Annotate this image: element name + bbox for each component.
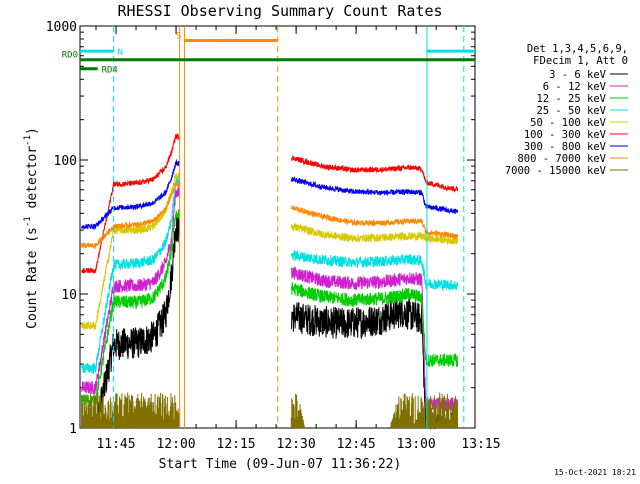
series-line xyxy=(81,392,458,428)
y-tick-label: 1 xyxy=(69,422,77,437)
legend-entry-label: 800 - 7000 keV xyxy=(517,153,606,165)
flag-label: RD0 xyxy=(62,51,78,61)
axis-ticks: 1 10 100 1000 11:45 12:00 12:15 12:30 12:45 13:00… xyxy=(46,20,501,452)
y-axis-label-part: detector xyxy=(25,146,40,217)
x-tick-label: 12:30 xyxy=(277,437,316,452)
y-axis-label-part: -1 xyxy=(23,135,33,146)
flag-label: N xyxy=(118,48,123,58)
series-line xyxy=(81,176,459,375)
series-line xyxy=(81,181,459,250)
y-axis-label-part: -1 xyxy=(23,216,33,227)
legend-header: Det 1,3,4,5,6,9, xyxy=(527,43,628,55)
flag-label: S xyxy=(176,31,181,41)
x-tick-label: 13:00 xyxy=(397,437,436,452)
series xyxy=(81,181,459,250)
legend-entry-label: 6 - 12 keV xyxy=(543,81,607,93)
x-axis-label: Start Time (09-Jun-07 11:36:22) xyxy=(159,457,402,472)
footer-date: 15-Oct-2021 18:21 xyxy=(554,468,636,477)
legend-header: FDecim 1, Att 0 xyxy=(533,55,628,67)
y-tick-label: 100 xyxy=(54,154,77,169)
series-line xyxy=(81,132,459,275)
legend-entry-label: 50 - 100 keV xyxy=(530,117,607,129)
y-axis-label-part: Count Rate (s xyxy=(25,227,40,329)
x-tick-label: 11:45 xyxy=(96,437,135,452)
legend: Det 1,3,4,5,6,9,FDecim 1, Att 0 3 - 6 keV… xyxy=(505,43,628,177)
series xyxy=(81,172,459,330)
legend-entry-label: 7000 - 15000 keV xyxy=(505,165,607,177)
series xyxy=(81,392,458,428)
y-tick-label: 1000 xyxy=(46,20,77,35)
legend-entry-label: 100 - 300 keV xyxy=(524,129,607,141)
x-tick-label: 13:15 xyxy=(461,437,500,452)
x-tick-label: 12:00 xyxy=(156,437,195,452)
flag-label: RD4 xyxy=(102,66,118,76)
series-layer xyxy=(81,132,459,430)
series-line xyxy=(81,158,459,231)
series xyxy=(81,158,459,231)
y-axis-label: Count Rate (s-1 detector-1) xyxy=(23,127,40,329)
y-tick-label: 10 xyxy=(61,288,77,303)
legend-entry-label: 3 - 6 keV xyxy=(549,69,607,81)
legend-entry-label: 25 - 50 keV xyxy=(536,105,606,117)
chart-title: RHESSI Observing Summary Count Rates xyxy=(117,2,442,20)
series-line xyxy=(81,172,459,330)
series-line xyxy=(81,209,459,408)
series xyxy=(81,209,459,408)
x-tick-label: 12:15 xyxy=(217,437,256,452)
legend-entry-label: 300 - 800 keV xyxy=(524,141,607,153)
series xyxy=(81,176,459,375)
x-tick-label: 12:45 xyxy=(337,437,376,452)
y-axis-label-part: ) xyxy=(25,127,40,135)
series xyxy=(81,132,459,275)
legend-entry-label: 12 - 25 keV xyxy=(536,93,606,105)
